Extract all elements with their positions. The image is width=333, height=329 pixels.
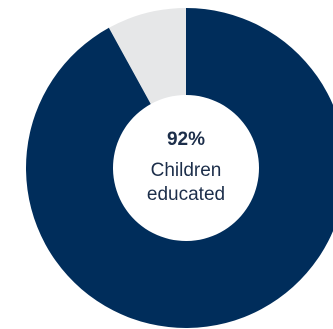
center-label-line1: Children: [151, 160, 222, 181]
donut-slices: [26, 7, 333, 328]
center-label-line2: educated: [147, 184, 225, 205]
slice-remainder: [108, 7, 186, 105]
center-value: 92%: [167, 129, 205, 150]
slice-children-educated: [26, 8, 333, 328]
